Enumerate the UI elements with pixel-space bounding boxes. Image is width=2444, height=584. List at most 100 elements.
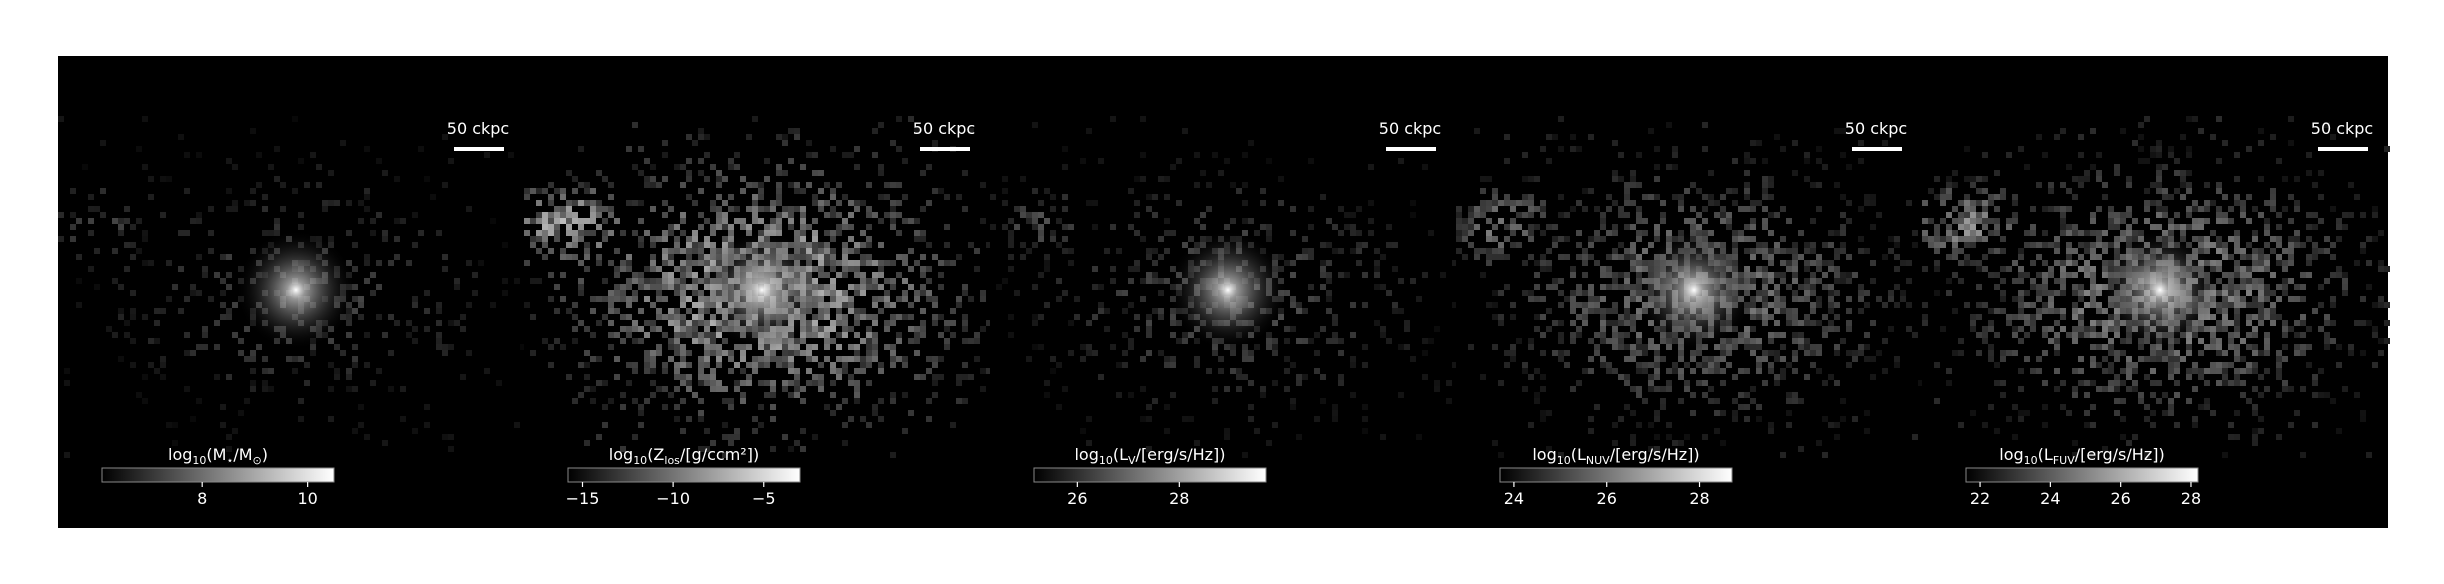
- pixel: [572, 302, 578, 308]
- pixel: [2102, 326, 2108, 332]
- pixel: [674, 314, 680, 320]
- pixel: [1648, 338, 1654, 344]
- pixel: [1762, 302, 1768, 308]
- pixel: [788, 446, 794, 452]
- pixel: [584, 440, 590, 446]
- pixel: [1230, 368, 1236, 374]
- pixel: [2090, 332, 2096, 338]
- pixel: [1410, 212, 1416, 218]
- pixel: [184, 188, 190, 194]
- pixel: [1492, 224, 1498, 230]
- pixel: [1194, 440, 1200, 446]
- pixel: [818, 380, 824, 386]
- pixel: [1194, 218, 1200, 224]
- pixel: [968, 338, 974, 344]
- pixel: [1970, 224, 1976, 230]
- pixel: [364, 194, 370, 200]
- pixel: [668, 206, 674, 212]
- pixel: [704, 320, 710, 326]
- pixel: [208, 230, 214, 236]
- pixel: [118, 356, 124, 362]
- pixel: [1582, 254, 1588, 260]
- pixel: [980, 386, 986, 392]
- pixel: [686, 236, 692, 242]
- pixel: [620, 392, 626, 398]
- pixel: [124, 206, 130, 212]
- pixel: [974, 356, 980, 362]
- pixel: [1480, 200, 1486, 206]
- pixel: [758, 218, 764, 224]
- pixel: [2024, 164, 2030, 170]
- pixel: [2192, 116, 2198, 122]
- pixel: [1092, 314, 1098, 320]
- colorbar-label-part: /[g/ccm²]): [680, 445, 759, 464]
- pixel: [650, 392, 656, 398]
- pixel: [668, 284, 674, 290]
- pixel: [2144, 218, 2150, 224]
- pixel: [1314, 296, 1320, 302]
- pixel: [2162, 356, 2168, 362]
- pixel: [2096, 320, 2102, 326]
- pixel: [986, 242, 992, 248]
- pixel: [2042, 350, 2048, 356]
- pixel: [2054, 242, 2060, 248]
- pixel: [1200, 212, 1206, 218]
- pixel: [2120, 380, 2126, 386]
- pixel: [2276, 260, 2282, 266]
- pixel: [1630, 320, 1636, 326]
- pixel: [824, 290, 830, 296]
- pixel: [932, 254, 938, 260]
- pixel: [1302, 254, 1308, 260]
- pixel: [854, 272, 860, 278]
- pixel: [1690, 350, 1696, 356]
- pixel: [674, 164, 680, 170]
- pixel: [884, 212, 890, 218]
- pixel: [794, 236, 800, 242]
- pixel: [2282, 284, 2288, 290]
- pixel: [1392, 308, 1398, 314]
- pixel: [650, 182, 656, 188]
- pixel: [734, 386, 740, 392]
- pixel: [1606, 254, 1612, 260]
- pixel: [2378, 296, 2384, 302]
- pixel: [1038, 224, 1044, 230]
- pixel: [2294, 350, 2300, 356]
- pixel: [1422, 338, 1428, 344]
- pixel: [1558, 452, 1564, 458]
- pixel: [1624, 182, 1630, 188]
- pixel: [974, 248, 980, 254]
- pixel: [872, 302, 878, 308]
- pixel: [2048, 182, 2054, 188]
- pixel: [1792, 356, 1798, 362]
- pixel: [1558, 236, 1564, 242]
- pixel: [514, 422, 520, 428]
- pixel: [2240, 212, 2246, 218]
- pixel: [2126, 176, 2132, 182]
- pixel: [1982, 302, 1988, 308]
- pixel: [1654, 224, 1660, 230]
- pixel: [1474, 254, 1480, 260]
- pixel: [2294, 344, 2300, 350]
- pixel: [890, 362, 896, 368]
- pixel: [2252, 332, 2258, 338]
- pixel: [782, 206, 788, 212]
- pixel: [2126, 212, 2132, 218]
- pixel: [2150, 422, 2156, 428]
- pixel: [2168, 362, 2174, 368]
- pixel: [584, 362, 590, 368]
- pixel: [746, 380, 752, 386]
- pixel: [1008, 230, 1014, 236]
- pixel: [572, 398, 578, 404]
- pixel: [758, 422, 764, 428]
- pixel: [1804, 248, 1810, 254]
- pixel: [2084, 242, 2090, 248]
- pixel: [1008, 218, 1014, 224]
- pixel: [2234, 242, 2240, 248]
- colorbar-label-part: (Z: [647, 445, 664, 464]
- pixel: [1386, 290, 1392, 296]
- pixel: [1266, 338, 1272, 344]
- pixel: [884, 320, 890, 326]
- pixel: [728, 434, 734, 440]
- pixel: [2156, 140, 2162, 146]
- pixel: [1152, 398, 1158, 404]
